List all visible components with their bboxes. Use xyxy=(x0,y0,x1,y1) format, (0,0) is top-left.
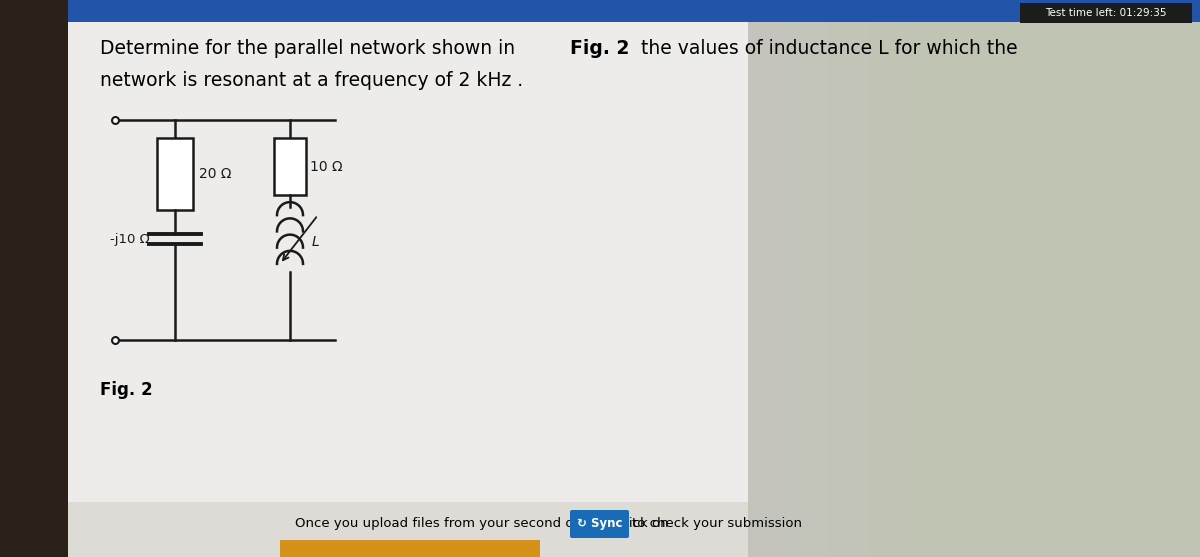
Text: Determine for the parallel network shown in: Determine for the parallel network shown… xyxy=(100,38,521,57)
Bar xyxy=(868,22,1200,557)
Text: to check your submission: to check your submission xyxy=(632,517,802,530)
Text: the values of inductance L for which the: the values of inductance L for which the xyxy=(635,38,1018,57)
Bar xyxy=(828,22,1200,557)
Bar xyxy=(748,22,1200,557)
Text: network is resonant at a frequency of 2 kHz .: network is resonant at a frequency of 2 … xyxy=(100,71,523,90)
Bar xyxy=(280,540,540,557)
Bar xyxy=(157,138,193,210)
Bar xyxy=(908,22,1200,557)
Bar xyxy=(68,0,1200,22)
Text: Fig. 2: Fig. 2 xyxy=(570,38,629,57)
Bar xyxy=(274,138,306,195)
Text: 20 Ω: 20 Ω xyxy=(199,167,232,181)
Text: ↻ Sync: ↻ Sync xyxy=(577,517,623,530)
Text: Fig. 2: Fig. 2 xyxy=(100,381,152,399)
Bar xyxy=(1020,3,1192,23)
Bar xyxy=(68,502,748,557)
Text: Test time left: 01:29:35: Test time left: 01:29:35 xyxy=(1045,8,1166,18)
Bar xyxy=(0,0,68,557)
Bar xyxy=(788,22,1200,557)
Bar xyxy=(68,22,748,557)
Text: L: L xyxy=(312,235,319,249)
Text: Once you upload files from your second device, click on: Once you upload files from your second d… xyxy=(295,517,668,530)
Text: -j10 Ω: -j10 Ω xyxy=(110,232,150,246)
FancyBboxPatch shape xyxy=(570,510,629,538)
Bar xyxy=(748,22,1200,557)
Text: 10 Ω: 10 Ω xyxy=(310,159,343,173)
